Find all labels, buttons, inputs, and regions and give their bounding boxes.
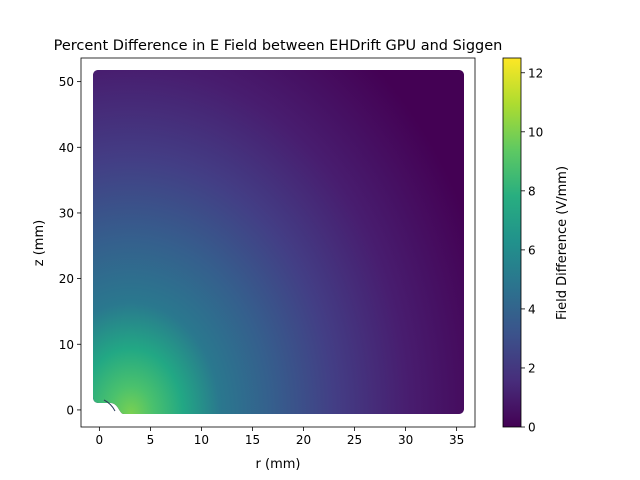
colorbar-ticks: 0 2 4 6 8 10 12 bbox=[521, 66, 543, 435]
y-tick-label: 40 bbox=[59, 141, 74, 155]
colorbar-label: Field Difference (V/mm) bbox=[555, 166, 570, 320]
y-axis-label: z (mm) bbox=[32, 220, 47, 266]
y-tick-label: 30 bbox=[59, 206, 74, 220]
x-tick-label: 25 bbox=[347, 433, 362, 447]
x-tick-label: 15 bbox=[245, 433, 260, 447]
colorbar-tick-label: 6 bbox=[528, 243, 536, 257]
y-tick-label: 20 bbox=[59, 272, 74, 286]
x-tick-label: 20 bbox=[296, 433, 311, 447]
y-axis-ticks: 0 10 20 30 40 50 bbox=[59, 75, 81, 417]
x-tick-label: 5 bbox=[147, 433, 155, 447]
colorbar-tick-label: 0 bbox=[528, 421, 536, 435]
y-tick-label: 50 bbox=[59, 75, 74, 89]
colorbar-tick-label: 10 bbox=[528, 125, 543, 139]
y-tick-label: 10 bbox=[59, 338, 74, 352]
colorbar-gradient bbox=[503, 58, 521, 427]
colorbar-tick-label: 4 bbox=[528, 302, 536, 316]
corner-artifact bbox=[103, 399, 116, 412]
plot-axes: 0 5 10 15 20 25 30 35 0 10 20 30 40 50 r (mm) z (mm)… bbox=[32, 38, 502, 472]
x-tick-label: 0 bbox=[96, 433, 104, 447]
x-axis-label: r (mm) bbox=[256, 457, 301, 472]
chart-title: Percent Difference in E Field between EH… bbox=[54, 38, 503, 54]
plot-frame bbox=[80, 57, 476, 428]
x-tick-label: 35 bbox=[449, 433, 464, 447]
colorbar-tick-label: 2 bbox=[528, 361, 536, 375]
y-tick-label: 0 bbox=[66, 403, 74, 417]
x-tick-label: 10 bbox=[194, 433, 209, 447]
colorbar-tick-label: 12 bbox=[528, 66, 543, 80]
x-tick-label: 30 bbox=[398, 433, 413, 447]
x-axis-ticks: 0 5 10 15 20 25 30 35 bbox=[96, 427, 464, 447]
field-difference-heatmap bbox=[93, 70, 464, 414]
colorbar: 0 2 4 6 8 10 12 Field Difference (V/mm) bbox=[502, 57, 570, 435]
colorbar-frame bbox=[502, 57, 522, 428]
colorbar-tick-label: 8 bbox=[528, 184, 536, 198]
